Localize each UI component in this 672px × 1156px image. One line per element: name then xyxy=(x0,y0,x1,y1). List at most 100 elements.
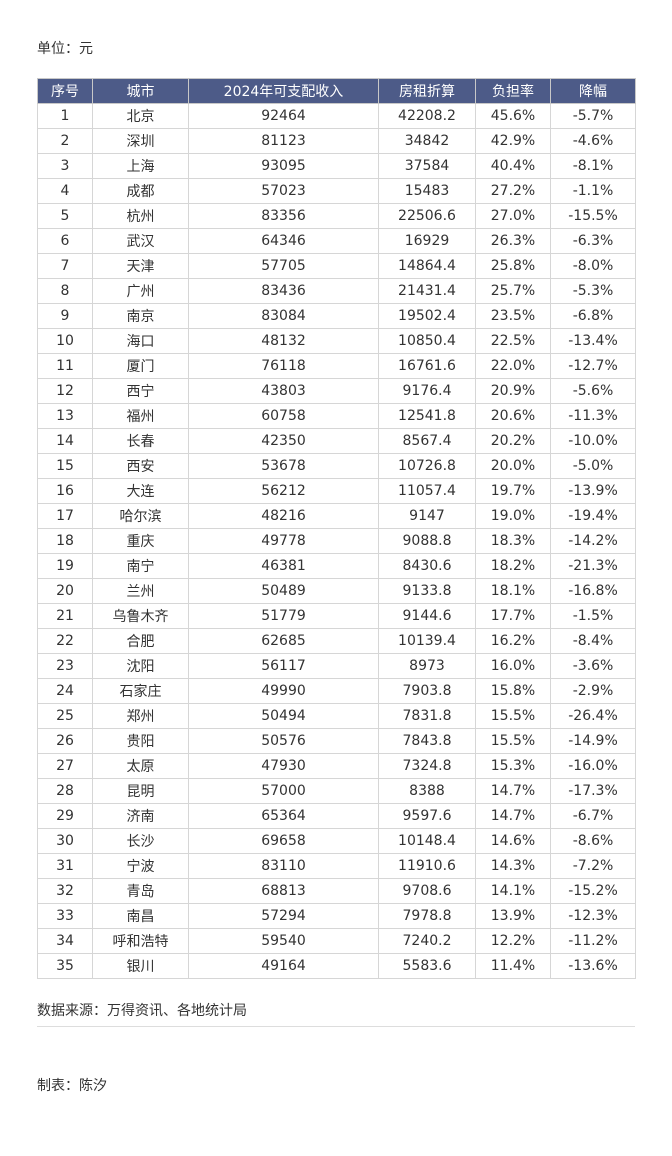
table-cell: 81123 xyxy=(188,128,379,154)
table-row: 26 贵阳 50576 7843.8 15.5% -14.9% xyxy=(37,728,636,754)
table-row: 25 郑州 50494 7831.8 15.5% -26.4% xyxy=(37,703,636,729)
table-cell: -5.3% xyxy=(550,278,636,304)
table-cell: 48216 xyxy=(188,503,379,529)
table-row: 15 西安 53678 10726.8 20.0% -5.0% xyxy=(37,453,636,479)
table-cell: 16.2% xyxy=(475,628,551,654)
table-cell: 广州 xyxy=(92,278,189,304)
table-cell: 92464 xyxy=(188,103,379,129)
table-cell: 6 xyxy=(37,228,93,254)
table-cell: 8 xyxy=(37,278,93,304)
table-cell: 21 xyxy=(37,603,93,629)
table-cell: 10139.4 xyxy=(378,628,476,654)
table-row: 19 南宁 46381 8430.6 18.2% -21.3% xyxy=(37,553,636,579)
table-cell: 9133.8 xyxy=(378,578,476,604)
table-cell: 64346 xyxy=(188,228,379,254)
table-row: 18 重庆 49778 9088.8 18.3% -14.2% xyxy=(37,528,636,554)
table-cell: 14.7% xyxy=(475,803,551,829)
table-cell: -13.6% xyxy=(550,953,636,979)
table-cell: 深圳 xyxy=(92,128,189,154)
table-cell: 56212 xyxy=(188,478,379,504)
table-cell: 合肥 xyxy=(92,628,189,654)
table-cell: 50576 xyxy=(188,728,379,754)
table-cell: 49778 xyxy=(188,528,379,554)
table-cell: 93095 xyxy=(188,153,379,179)
table-cell: 26.3% xyxy=(475,228,551,254)
table-cell: 北京 xyxy=(92,103,189,129)
table-cell: 长春 xyxy=(92,428,189,454)
table-cell: 南京 xyxy=(92,303,189,329)
table-cell: 南宁 xyxy=(92,553,189,579)
header-cell: 2024年可支配收入 xyxy=(188,78,379,104)
table-cell: -16.8% xyxy=(550,578,636,604)
table-row: 31 宁波 83110 11910.6 14.3% -7.2% xyxy=(37,853,636,879)
table-cell: 42208.2 xyxy=(378,103,476,129)
table-cell: -4.6% xyxy=(550,128,636,154)
table-cell: 22506.6 xyxy=(378,203,476,229)
table-cell: 青岛 xyxy=(92,878,189,904)
table-cell: 68813 xyxy=(188,878,379,904)
source-note: 数据来源：万得资讯、各地统计局 xyxy=(37,1003,247,1019)
table-cell: 16929 xyxy=(378,228,476,254)
table-cell: 26 xyxy=(37,728,93,754)
table-cell: 46381 xyxy=(188,553,379,579)
table-cell: 14.6% xyxy=(475,828,551,854)
table-cell: 19 xyxy=(37,553,93,579)
table-cell: 5583.6 xyxy=(378,953,476,979)
table-cell: -5.0% xyxy=(550,453,636,479)
table-cell: -12.7% xyxy=(550,353,636,379)
table-cell: 银川 xyxy=(92,953,189,979)
table-cell: 16.0% xyxy=(475,653,551,679)
table-cell: 呼和浩特 xyxy=(92,928,189,954)
table-cell: 51779 xyxy=(188,603,379,629)
table-cell: 7903.8 xyxy=(378,678,476,704)
table-cell: 19.7% xyxy=(475,478,551,504)
table-cell: 11.4% xyxy=(475,953,551,979)
table-cell: 40.4% xyxy=(475,153,551,179)
table-cell: 14.3% xyxy=(475,853,551,879)
table-row: 32 青岛 68813 9708.6 14.1% -15.2% xyxy=(37,878,636,904)
table-cell: 83436 xyxy=(188,278,379,304)
table-cell: 42.9% xyxy=(475,128,551,154)
table-cell: -11.2% xyxy=(550,928,636,954)
table-row: 30 长沙 69658 10148.4 14.6% -8.6% xyxy=(37,828,636,854)
table-cell: 10148.4 xyxy=(378,828,476,854)
header-cell: 负担率 xyxy=(475,78,551,104)
table-cell: 22.5% xyxy=(475,328,551,354)
table-cell: 20 xyxy=(37,578,93,604)
table-cell: 上海 xyxy=(92,153,189,179)
table-cell: 65364 xyxy=(188,803,379,829)
table-cell: -14.9% xyxy=(550,728,636,754)
table-cell: 83110 xyxy=(188,853,379,879)
table-cell: 11057.4 xyxy=(378,478,476,504)
table-cell: 32 xyxy=(37,878,93,904)
table-cell: -8.1% xyxy=(550,153,636,179)
table-row: 16 大连 56212 11057.4 19.7% -13.9% xyxy=(37,478,636,504)
table-cell: -13.9% xyxy=(550,478,636,504)
table-cell: -6.8% xyxy=(550,303,636,329)
table-cell: -8.4% xyxy=(550,628,636,654)
table-cell: 28 xyxy=(37,778,93,804)
table-cell: 9 xyxy=(37,303,93,329)
table-cell: 郑州 xyxy=(92,703,189,729)
table-cell: 8973 xyxy=(378,653,476,679)
table-cell: 长沙 xyxy=(92,828,189,854)
table-row: 27 太原 47930 7324.8 15.3% -16.0% xyxy=(37,753,636,779)
table-cell: 34842 xyxy=(378,128,476,154)
table-row: 23 沈阳 56117 8973 16.0% -3.6% xyxy=(37,653,636,679)
table-cell: 21431.4 xyxy=(378,278,476,304)
table-cell: -13.4% xyxy=(550,328,636,354)
table-cell: 7324.8 xyxy=(378,753,476,779)
table-cell: -26.4% xyxy=(550,703,636,729)
table-cell: -6.7% xyxy=(550,803,636,829)
table-cell: 37584 xyxy=(378,153,476,179)
unit-note: 单位：元 xyxy=(37,41,93,57)
table-cell: 11910.6 xyxy=(378,853,476,879)
table-cell: 27.0% xyxy=(475,203,551,229)
table-row: 33 南昌 57294 7978.8 13.9% -12.3% xyxy=(37,903,636,929)
table-cell: 14.7% xyxy=(475,778,551,804)
table-cell: -7.2% xyxy=(550,853,636,879)
table-cell: 大连 xyxy=(92,478,189,504)
table-cell: 12.2% xyxy=(475,928,551,954)
table-cell: 14864.4 xyxy=(378,253,476,279)
